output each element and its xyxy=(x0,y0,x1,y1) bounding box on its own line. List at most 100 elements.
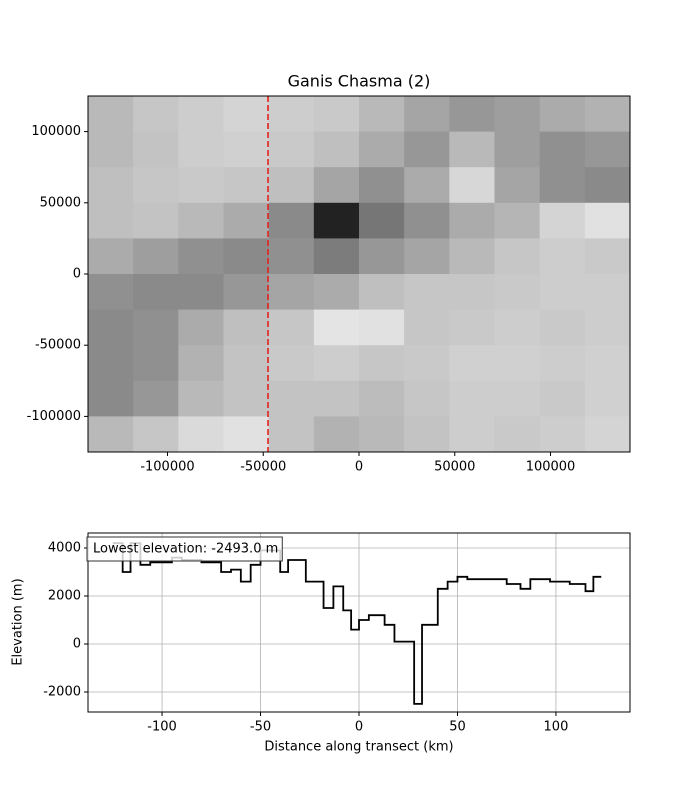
heatmap-cell xyxy=(584,96,631,133)
heatmap-cell xyxy=(584,309,631,346)
x-tick-label: -50000 xyxy=(240,460,286,475)
heatmap-cell xyxy=(494,238,541,275)
heatmap-cell xyxy=(268,380,315,417)
x-tick-label: -100 xyxy=(147,720,177,735)
heatmap-cell xyxy=(223,238,270,275)
heatmap-cell xyxy=(494,345,541,382)
heatmap-cell xyxy=(494,131,541,168)
y-tick-label: 0 xyxy=(73,637,81,652)
heatmap-cell xyxy=(449,309,495,346)
heatmap-cell xyxy=(539,309,586,346)
heatmap-cell xyxy=(133,96,179,133)
heatmap-cell xyxy=(359,309,405,346)
heatmap-cell xyxy=(359,167,405,204)
heatmap-cell xyxy=(268,167,315,204)
heatmap-cell xyxy=(404,309,450,346)
heatmap-cell xyxy=(449,238,495,275)
annotation: Lowest elevation: -2493.0 m xyxy=(93,542,278,557)
heatmap-cell xyxy=(404,345,450,382)
heatmap-cell xyxy=(178,274,224,311)
heatmap-cell xyxy=(494,416,541,453)
heatmap-cell xyxy=(223,274,270,311)
annotation-box xyxy=(86,536,283,562)
heatmap-cell xyxy=(178,96,224,133)
heatmap-cell xyxy=(359,345,405,382)
heatmap-cell xyxy=(88,416,134,453)
heatmap-cell xyxy=(359,238,405,275)
heatmap-cell xyxy=(88,274,134,311)
heatmap-cell xyxy=(539,202,586,239)
x-tick-label: 0 xyxy=(355,720,363,735)
heatmap-cell xyxy=(88,202,134,239)
y-axis-label: Elevation (m) xyxy=(11,578,26,665)
axes-frame xyxy=(87,95,631,453)
heatmap-cell xyxy=(178,309,224,346)
heatmap-cell xyxy=(449,380,495,417)
heatmap-cell xyxy=(88,131,134,168)
heatmap-cell xyxy=(584,416,631,453)
heatmap-cell xyxy=(449,202,495,239)
heatmap-cell xyxy=(359,274,405,311)
heatmap-cell xyxy=(133,238,179,275)
heatmap-cell xyxy=(313,416,360,453)
chart-title: Ganis Chasma (2) xyxy=(288,72,431,91)
heatmap-cell xyxy=(539,416,586,453)
y-tick-label: 4000 xyxy=(48,541,81,556)
heatmap-cell xyxy=(313,274,360,311)
x-tick-label: 50000 xyxy=(434,460,475,475)
y-tick-label: -2000 xyxy=(43,685,81,700)
heatmap-cell xyxy=(313,167,360,204)
heatmap-cell xyxy=(268,131,315,168)
heatmap-cell xyxy=(359,131,405,168)
heatmap-cell xyxy=(178,345,224,382)
heatmap-cell xyxy=(494,96,541,133)
heatmap-cell xyxy=(449,416,495,453)
heatmap-cell xyxy=(223,380,270,417)
heatmap-cell xyxy=(404,96,450,133)
heatmap-cell xyxy=(223,167,270,204)
heatmap-cell xyxy=(449,345,495,382)
heatmap-cell xyxy=(268,309,315,346)
heatmap-cell xyxy=(133,202,179,239)
heatmap-cell xyxy=(584,131,631,168)
heatmap-cell xyxy=(313,131,360,168)
heatmap-cell xyxy=(584,274,631,311)
heatmap-cell xyxy=(178,167,224,204)
heatmap-cell xyxy=(539,131,586,168)
heatmap-cell xyxy=(88,309,134,346)
heatmap-cell xyxy=(539,345,586,382)
heatmap-cell xyxy=(133,416,179,453)
heatmap-cell xyxy=(88,167,134,204)
y-tick-label: 100000 xyxy=(31,124,81,139)
heatmap-cell xyxy=(313,309,360,346)
heatmap-cell xyxy=(178,380,224,417)
heatmap-cell xyxy=(584,238,631,275)
heatmap-cell xyxy=(494,309,541,346)
heatmap-cell xyxy=(494,274,541,311)
heatmap-cell xyxy=(223,309,270,346)
y-tick-label: 2000 xyxy=(48,589,81,604)
heatmap-cell xyxy=(539,274,586,311)
heatmap-cell xyxy=(133,131,179,168)
heatmap-cell xyxy=(404,202,450,239)
heatmap-cell xyxy=(404,131,450,168)
heatmap-cell xyxy=(88,238,134,275)
heatmap-cell xyxy=(268,238,315,275)
y-tick-label: -50000 xyxy=(35,338,81,353)
y-tick-label: 0 xyxy=(73,267,81,282)
heatmap-cell xyxy=(404,167,450,204)
heatmap-cell xyxy=(584,167,631,204)
heatmap-cell xyxy=(88,96,134,133)
heatmap-cell xyxy=(494,202,541,239)
x-tick-label: 100 xyxy=(544,720,569,735)
y-tick-label: -100000 xyxy=(27,409,81,424)
x-tick-label: -100000 xyxy=(140,460,194,475)
heatmap-cell xyxy=(404,238,450,275)
heatmap-cell xyxy=(313,96,360,133)
heatmap-cell xyxy=(133,274,179,311)
heatmap-cell xyxy=(359,416,405,453)
heatmap-cell xyxy=(133,345,179,382)
heatmap-cell xyxy=(584,380,631,417)
heatmap-cell xyxy=(584,345,631,382)
